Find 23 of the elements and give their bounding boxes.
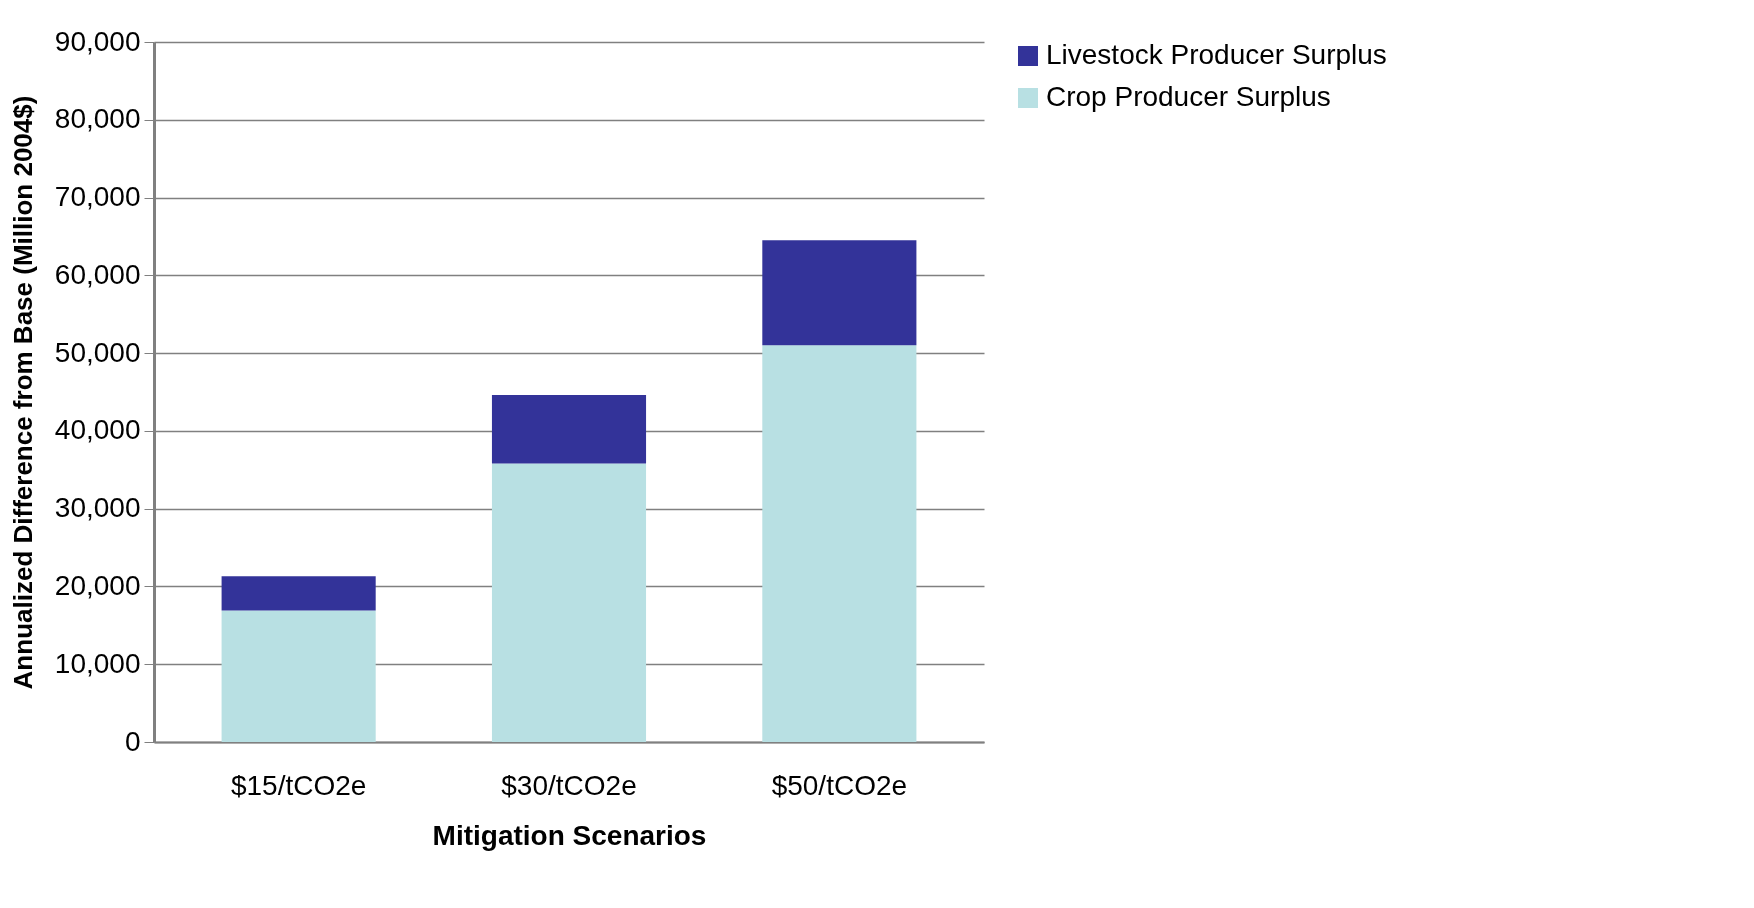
y-tick-label: 10,000 bbox=[54, 647, 141, 679]
bar bbox=[221, 610, 376, 742]
x-tick-label: $30/tCO2e bbox=[501, 769, 637, 801]
y-tick-label: 60,000 bbox=[54, 258, 141, 290]
x-axis-title: Mitigation Scenarios bbox=[432, 819, 707, 851]
y-axis-title: Annualized Difference from Base (Million 2004$) bbox=[7, 95, 38, 690]
y-tick-label: 50,000 bbox=[54, 336, 141, 368]
y-tick-label: 90,000 bbox=[54, 25, 141, 57]
legend-label: Crop Producer Surplus bbox=[1046, 81, 1331, 112]
y-tick-label: 80,000 bbox=[54, 103, 141, 135]
bar bbox=[762, 345, 917, 742]
bar bbox=[221, 576, 376, 611]
bar bbox=[491, 395, 647, 464]
y-tick-label: 0 bbox=[124, 725, 141, 757]
x-tick-label: $50/tCO2e bbox=[771, 769, 908, 801]
y-tick-label: 70,000 bbox=[54, 181, 141, 213]
y-tick-label: 30,000 bbox=[54, 492, 141, 524]
x-tick-label: $15/tCO2e bbox=[230, 769, 367, 801]
y-tick-label: 20,000 bbox=[54, 569, 141, 601]
bar bbox=[762, 240, 917, 346]
legend-label: Livestock Producer Surplus bbox=[1046, 39, 1387, 70]
y-tick-label: 40,000 bbox=[54, 414, 141, 446]
bar bbox=[491, 463, 647, 742]
